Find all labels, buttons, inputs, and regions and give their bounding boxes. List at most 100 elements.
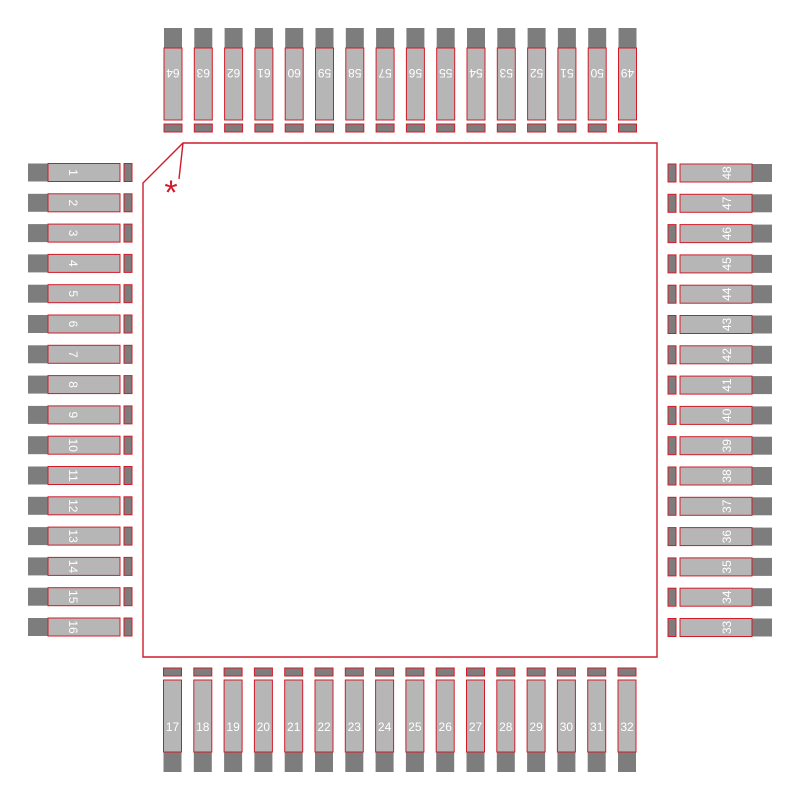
pad-number: 29	[529, 720, 543, 734]
pad: 8	[28, 376, 132, 394]
pad-number: 20	[257, 720, 271, 734]
pad-number: 26	[439, 720, 453, 734]
pad-number: 11	[66, 469, 80, 482]
pad-number: 24	[378, 720, 392, 734]
pad-number: 23	[348, 720, 362, 734]
pad-number: 33	[720, 621, 734, 635]
pad-number: 19	[226, 720, 240, 734]
pad-number: 54	[469, 66, 483, 80]
pad: 18	[194, 668, 212, 772]
pad-number: 49	[621, 66, 635, 80]
pad-number: 15	[66, 590, 80, 604]
pad: 58	[346, 28, 364, 132]
pad: 17	[164, 668, 182, 772]
pad-number: 28	[499, 720, 513, 734]
pad-number: 34	[720, 590, 734, 604]
pad-number: 3	[66, 230, 80, 237]
pad-number: 46	[720, 227, 734, 241]
pad: 20	[254, 668, 272, 772]
pad-number: 8	[66, 381, 80, 388]
pad: 5	[28, 285, 132, 303]
pad: 37	[668, 497, 772, 515]
pad-number: 41	[720, 378, 734, 392]
pad-number: 2	[66, 199, 80, 206]
pad: 59	[316, 28, 334, 132]
pad: 1	[28, 164, 132, 182]
pad: 13	[28, 527, 132, 545]
pad-number: 51	[560, 66, 574, 80]
pad: 9	[28, 406, 132, 424]
pad-number: 37	[720, 499, 734, 513]
pad: 40	[668, 406, 772, 424]
pad-number: 17	[166, 720, 180, 734]
pad-number: 64	[166, 66, 180, 80]
pad: 60	[285, 28, 303, 132]
pad-number: 38	[720, 469, 734, 483]
pad-number: 21	[287, 720, 301, 734]
pad: 14	[28, 557, 132, 575]
pad: 52	[528, 28, 546, 132]
pad: 23	[345, 668, 363, 772]
pad: 48	[668, 164, 772, 182]
pad: 41	[668, 376, 772, 394]
pad-number: 53	[499, 66, 513, 80]
pad-number: 30	[560, 720, 574, 734]
pad: 27	[467, 668, 485, 772]
pad: 32	[618, 668, 636, 772]
pad-number: 39	[720, 439, 734, 453]
pad-number: 5	[66, 290, 80, 297]
pad: 25	[406, 668, 424, 772]
pin1-leader	[179, 143, 183, 179]
pad: 45	[668, 255, 772, 273]
pad-number: 44	[720, 287, 734, 301]
pad: 22	[315, 668, 333, 772]
pad-number: 43	[720, 318, 734, 332]
pad: 57	[376, 28, 394, 132]
pad-number: 61	[257, 66, 271, 80]
pad: 43	[668, 316, 772, 334]
pad-number: 59	[318, 66, 332, 80]
pad-number: 27	[469, 720, 483, 734]
pad-number: 22	[317, 720, 331, 734]
pad: 38	[668, 467, 772, 485]
package-outline	[143, 143, 657, 657]
pad-number: 56	[408, 66, 422, 80]
pad: 42	[668, 346, 772, 364]
pad: 15	[28, 588, 132, 606]
pad-number: 45	[720, 257, 734, 271]
pad: 11	[28, 467, 132, 485]
pad-number: 1	[66, 169, 80, 176]
pad: 49	[619, 28, 637, 132]
pad: 2	[28, 194, 132, 212]
pad: 28	[497, 668, 515, 772]
pad-number: 55	[439, 66, 453, 80]
pad: 16	[28, 618, 132, 636]
pad-number: 18	[196, 720, 210, 734]
pad: 6	[28, 315, 132, 333]
pad-number: 40	[720, 408, 734, 422]
pad: 62	[225, 28, 243, 132]
pad: 51	[558, 28, 576, 132]
pad: 55	[437, 28, 455, 132]
body-outline-group: *	[143, 143, 657, 657]
pad: 21	[285, 668, 303, 772]
pad: 61	[255, 28, 273, 132]
pad-number: 4	[66, 260, 80, 267]
pad: 19	[224, 668, 242, 772]
pad: 33	[668, 619, 772, 637]
pad-number: 57	[378, 66, 392, 80]
pad-number: 10	[66, 439, 80, 453]
pad: 29	[527, 668, 545, 772]
pad-number: 36	[720, 530, 734, 544]
pads-group: 1234567891011121314151617181920212223242…	[28, 28, 772, 772]
pad-number: 12	[66, 499, 80, 513]
pad-number: 6	[66, 321, 80, 328]
pad-number: 62	[227, 66, 241, 80]
pad: 12	[28, 497, 132, 515]
pad-number: 63	[196, 66, 210, 80]
pad-number: 47	[720, 196, 734, 210]
pad: 30	[557, 668, 575, 772]
pad: 36	[668, 528, 772, 546]
pad: 64	[164, 28, 182, 132]
pad-number: 13	[66, 529, 80, 543]
